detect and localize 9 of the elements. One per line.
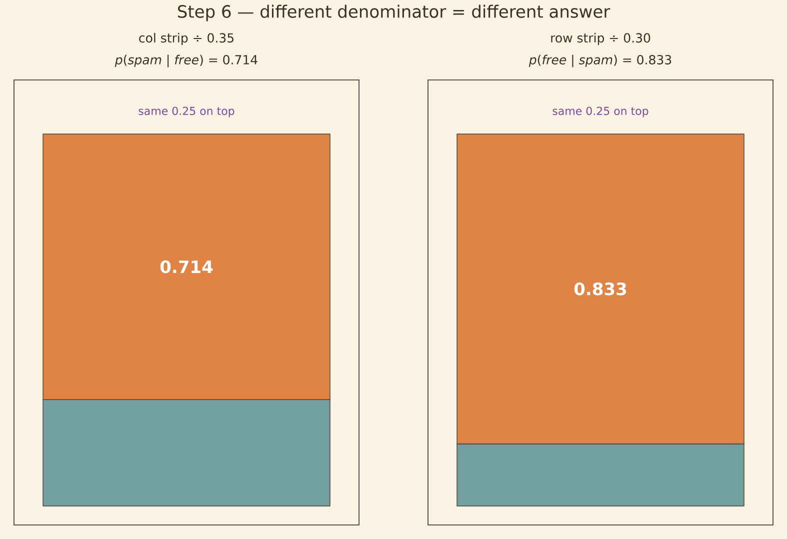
text: same 0.25 on top — [138, 106, 234, 118]
chart-subtitle: p(free | spam) = 0.833 — [528, 54, 672, 68]
data-label: 0.833 — [574, 282, 626, 296]
data-label: 0.714 — [160, 260, 213, 274]
chart-subtitle: p(spam | free) = 0.714 — [114, 54, 258, 68]
text: Step 6 — different denominator = different answer — [178, 4, 610, 22]
text: same 0.25 on top — [552, 106, 648, 118]
chart-title: row strip ÷ 0.30 — [551, 32, 650, 46]
chart-title: col strip ÷ 0.35 — [139, 32, 234, 46]
